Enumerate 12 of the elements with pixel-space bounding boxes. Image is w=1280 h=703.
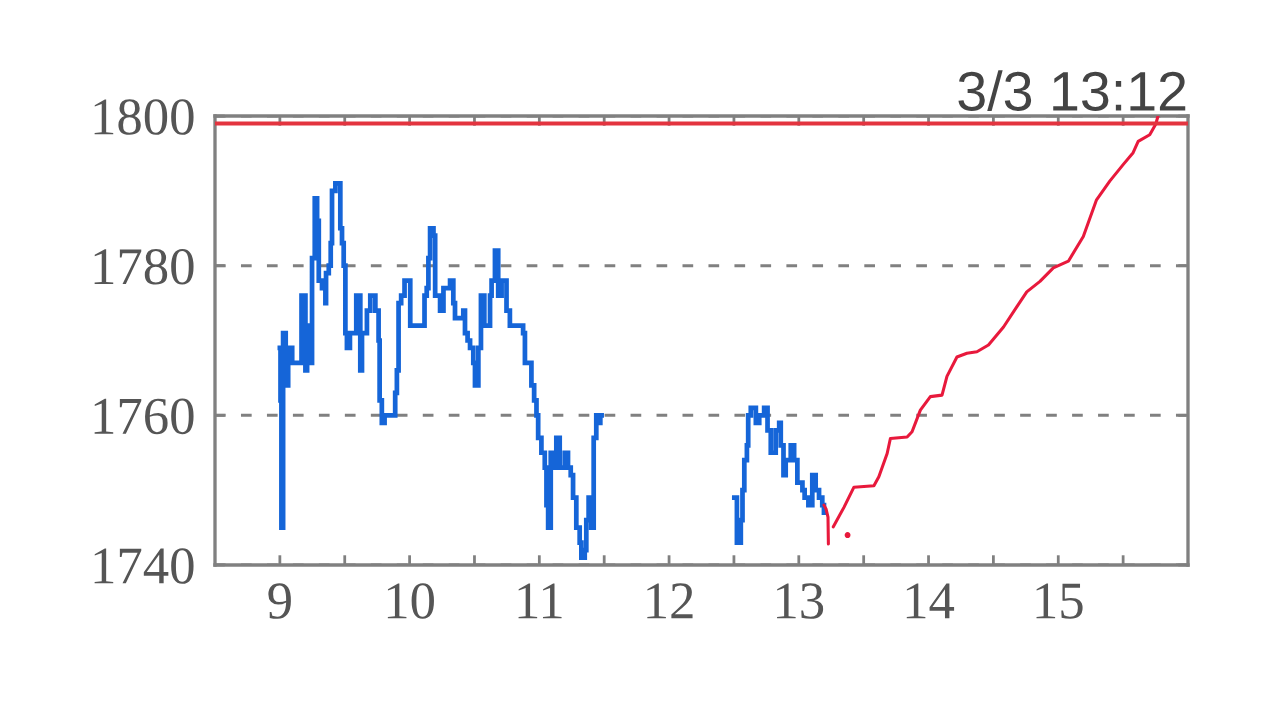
x-tick-label: 11 xyxy=(518,583,562,619)
y-tick-label: 1800 xyxy=(94,99,194,135)
y-tick-label: 1740 xyxy=(94,548,194,584)
x-tick-label: 12 xyxy=(647,583,693,619)
y-tick-label: 1780 xyxy=(94,248,194,285)
chart-title: 3/3 13:12 xyxy=(958,70,1186,111)
x-tick-label: 15 xyxy=(1036,583,1083,619)
y-tick-label: 1760 xyxy=(94,398,194,435)
x-tick-label: 14 xyxy=(906,583,955,619)
x-tick-label: 10 xyxy=(387,583,434,619)
x-tick-label: 13 xyxy=(777,583,824,619)
x-tick-label: 9 xyxy=(268,583,291,619)
